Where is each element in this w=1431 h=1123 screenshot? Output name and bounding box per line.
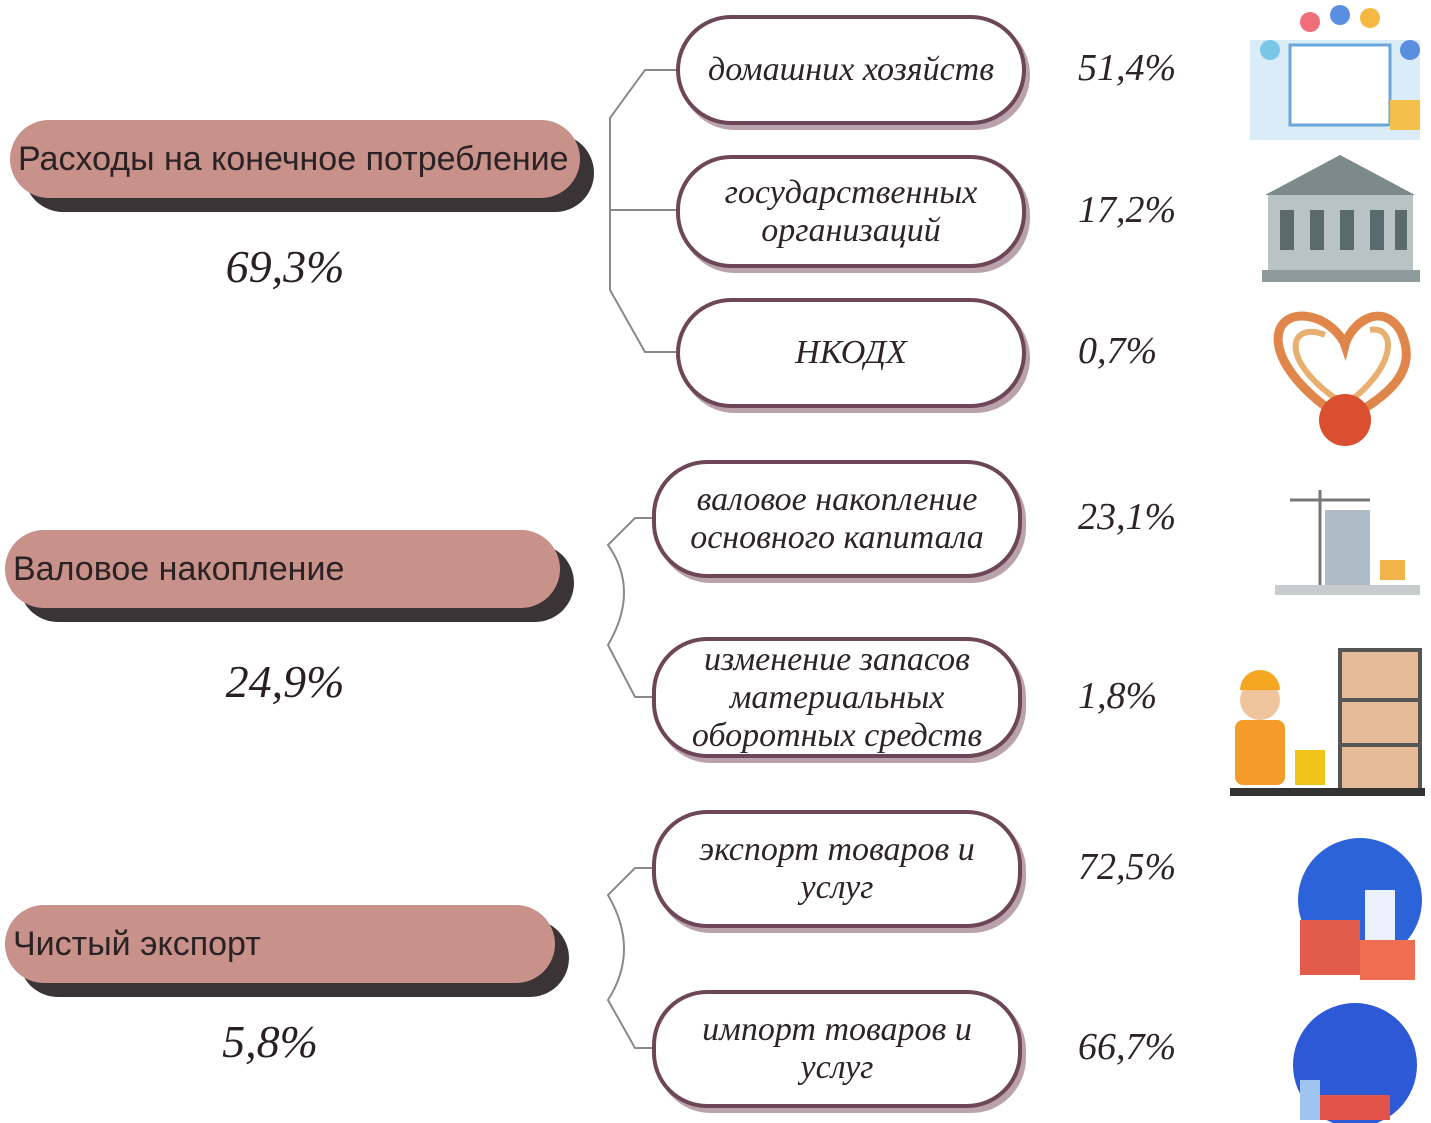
group-title: Расходы на конечное потребление — [10, 120, 580, 198]
group-title: Чистый экспорт — [5, 905, 555, 983]
item-share: 0,7% — [1078, 329, 1157, 373]
group-share: 24,9% — [185, 655, 385, 708]
item-share: 72,5% — [1078, 845, 1176, 889]
item-share: 66,7% — [1078, 1025, 1176, 1069]
item-label: импорт товаров и услуг — [652, 990, 1022, 1108]
page: Расходы на конечное потребление 69,3% дома… — [0, 0, 1431, 1123]
item-label: экспорт товаров и услуг — [652, 810, 1022, 928]
group-share: 69,3% — [185, 240, 385, 293]
group-title: Валовое накопление — [5, 530, 560, 608]
group-share: 5,8% — [170, 1015, 370, 1068]
item-share: 51,4% — [1078, 46, 1176, 90]
item-label: валовое накопление основного капитала — [652, 460, 1022, 578]
item-share: 1,8% — [1078, 674, 1157, 718]
icons — [1230, 5, 1425, 1123]
item-label: государственных организаций — [676, 155, 1026, 268]
item-label: изменение запасов материальных оборотных… — [652, 637, 1022, 758]
item-label: домашних хозяйств — [676, 15, 1026, 125]
item-label: НКОДХ — [676, 298, 1026, 408]
item-share: 23,1% — [1078, 495, 1176, 539]
item-share: 17,2% — [1078, 188, 1176, 232]
